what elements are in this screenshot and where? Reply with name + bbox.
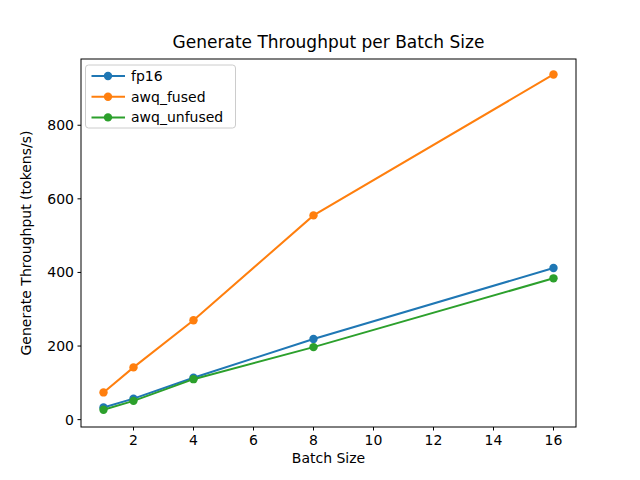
- series-marker-awq_unfused: [309, 343, 317, 351]
- y-tick-label: 600: [47, 191, 74, 207]
- series-marker-awq_unfused: [189, 375, 197, 383]
- legend-label-fp16: fp16: [131, 68, 163, 84]
- figure: 2 4 6 8 10 12 14 16 0 200 400 600 800 fp16 awq_fuseda…: [0, 0, 640, 480]
- x-tick-label: 12: [425, 432, 443, 448]
- legend-marker-awq_fused: [104, 93, 112, 101]
- x-tick-label: 6: [249, 432, 258, 448]
- series-marker-awq_fused: [309, 211, 317, 219]
- series-marker-awq_unfused: [129, 397, 137, 405]
- legend-marker-awq_unfused: [104, 113, 112, 121]
- y-tick-label: 400: [47, 264, 74, 280]
- series-marker-fp16: [549, 264, 557, 272]
- series-marker-awq_fused: [99, 388, 107, 396]
- series-marker-awq_unfused: [99, 406, 107, 414]
- y-tick-label: 0: [65, 412, 74, 428]
- series-marker-awq_fused: [129, 363, 137, 371]
- legend: fp16 awq_fused awq_unfused: [86, 65, 236, 128]
- series-marker-awq_fused: [549, 70, 557, 78]
- y-axis-label: Generate Throughput (tokens/s): [18, 131, 34, 356]
- chart-canvas: 2 4 6 8 10 12 14 16 0 200 400 600 800 fp16 awq_fuseda…: [0, 0, 640, 480]
- y-tick-label: 800: [47, 117, 74, 133]
- series-marker-fp16: [309, 335, 317, 343]
- x-tick-label: 4: [189, 432, 198, 448]
- x-tick-label: 16: [545, 432, 563, 448]
- x-axis-label: Batch Size: [292, 450, 365, 466]
- x-tick-label: 8: [309, 432, 318, 448]
- x-tick-label: 2: [129, 432, 138, 448]
- series-marker-awq_fused: [189, 316, 197, 324]
- series-marker-awq_unfused: [549, 274, 557, 282]
- legend-marker-fp16: [104, 72, 112, 80]
- y-tick-label: 200: [47, 338, 74, 354]
- legend-label-awq_unfused: awq_unfused: [131, 109, 223, 125]
- x-tick-label: 10: [365, 432, 383, 448]
- legend-label-awq_fused: awq_fused: [131, 89, 206, 105]
- x-tick-label: 14: [485, 432, 503, 448]
- chart-title: Generate Throughput per Batch Size: [173, 32, 485, 52]
